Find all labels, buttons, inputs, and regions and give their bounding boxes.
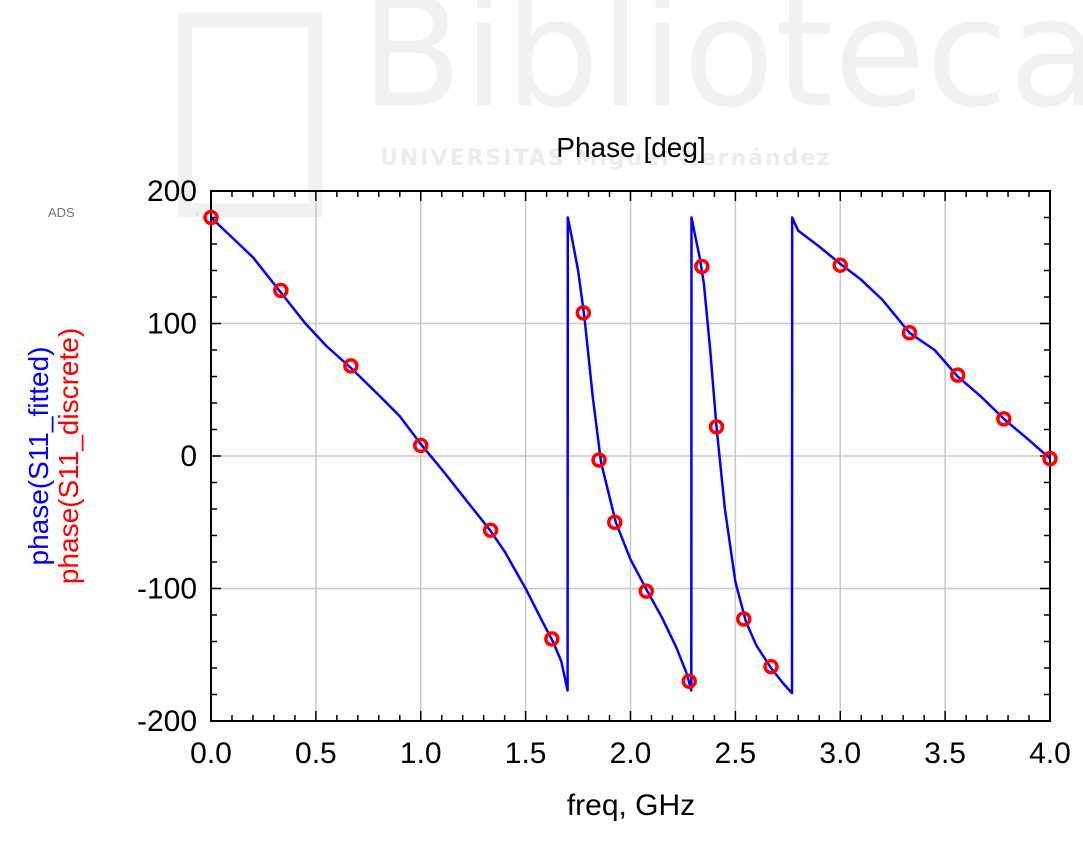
watermark-subtitle: UNIVERSITAS Miguel Hernández [380,146,832,171]
data-point-discrete [343,358,359,374]
data-point-discrete [607,514,623,530]
grid [211,191,1050,721]
x-tick-label: 1.5 [505,737,547,770]
data-point-discrete [736,611,752,627]
app-badge: ADS [48,205,75,220]
data-point-discrete [638,583,654,599]
x-tick-label: 0.0 [190,737,232,770]
y-tick-label: 0 [180,440,197,473]
x-tick-label: 3.5 [924,737,966,770]
data-point-discrete [681,673,697,689]
data-point-discrete [591,452,607,468]
data-point-discrete [949,367,966,383]
y-axis-label-fitted: phase(S11_fitted) [23,347,54,566]
plot-frame [210,190,1051,722]
x-tick-label: 1.0 [400,737,442,770]
x-tick-label: 2.0 [610,737,652,770]
data-point-discrete [763,658,779,675]
x-axis-label: freq, GHz [567,789,695,822]
data-point-discrete [708,419,725,435]
series-line-fitted [210,216,1051,695]
y-tick-label: -100 [137,573,197,606]
data-point-discrete [544,631,560,647]
data-point-discrete [996,411,1012,427]
data-point-discrete [273,282,289,299]
y-tick-labels: -200 -100 0 100 200 [137,175,197,738]
chart-title: Phase [deg] [556,132,705,163]
x-tick-label: 3.0 [819,737,861,770]
y-tick-label: 200 [147,175,197,208]
series-layer [203,209,1058,695]
y-tick-label: 100 [147,308,197,341]
data-point-discrete [575,305,592,321]
x-tick-label: 0.5 [295,737,337,770]
data-point-discrete [901,325,918,341]
data-point-discrete [832,257,848,273]
data-point-discrete [482,522,499,538]
data-point-discrete [1042,450,1058,467]
data-point-discrete [694,258,710,275]
watermark-word: Biblioteca [360,0,1083,141]
data-point-discrete [203,209,219,226]
x-tick-label: 2.5 [715,737,757,770]
y-tick-label: -200 [137,705,197,738]
watermark: Biblioteca UNIVERSITAS Miguel Hernández [178,0,1083,217]
x-tick-label: 4.0 [1029,737,1071,770]
y-axis-label-discrete: phase(S11_discrete) [53,328,84,584]
x-tick-labels: 0.0 0.5 1.0 1.5 2.0 2.5 3.0 3.5 4.0 [190,737,1071,770]
data-point-discrete [413,437,429,454]
watermark-logo-icon [178,13,322,217]
